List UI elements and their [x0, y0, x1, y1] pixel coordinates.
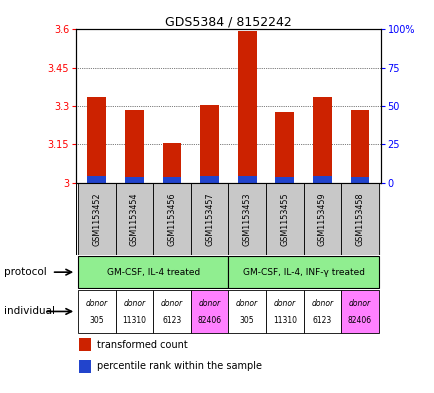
FancyBboxPatch shape	[303, 290, 340, 333]
Text: 6123: 6123	[162, 316, 181, 325]
Text: 11310: 11310	[272, 316, 296, 325]
Bar	[162, 143, 181, 183]
Bar	[79, 349, 80, 351]
Text: donor: donor	[311, 299, 332, 308]
FancyBboxPatch shape	[340, 290, 378, 333]
Bar	[87, 97, 106, 183]
Bar	[237, 176, 256, 183]
Bar	[200, 176, 218, 183]
Text: GSM1153452: GSM1153452	[92, 192, 101, 246]
Text: GSM1153458: GSM1153458	[355, 192, 364, 246]
Bar	[350, 177, 368, 183]
Text: GSM1153455: GSM1153455	[279, 192, 289, 246]
Text: donor: donor	[161, 299, 183, 308]
Text: 82406: 82406	[197, 316, 221, 325]
FancyBboxPatch shape	[265, 183, 303, 255]
Text: donor: donor	[236, 299, 258, 308]
FancyBboxPatch shape	[115, 290, 153, 333]
Text: GSM1153456: GSM1153456	[167, 192, 176, 246]
FancyBboxPatch shape	[191, 183, 228, 255]
Text: GSM1153454: GSM1153454	[130, 192, 138, 246]
FancyBboxPatch shape	[340, 183, 378, 255]
Text: GM-CSF, IL-4, INF-γ treated: GM-CSF, IL-4, INF-γ treated	[242, 268, 364, 277]
Bar	[79, 338, 91, 351]
FancyBboxPatch shape	[265, 290, 303, 333]
FancyBboxPatch shape	[228, 183, 265, 255]
FancyBboxPatch shape	[153, 183, 191, 255]
FancyBboxPatch shape	[78, 183, 115, 255]
Bar	[125, 177, 144, 183]
Title: GDS5384 / 8152242: GDS5384 / 8152242	[164, 15, 291, 28]
Text: donor: donor	[85, 299, 108, 308]
FancyBboxPatch shape	[115, 183, 153, 255]
Text: 6123: 6123	[312, 316, 331, 325]
Text: donor: donor	[273, 299, 295, 308]
Text: 305: 305	[89, 316, 104, 325]
Text: donor: donor	[348, 299, 370, 308]
Text: individual: individual	[4, 307, 55, 316]
Text: protocol: protocol	[4, 267, 47, 277]
Text: 82406: 82406	[347, 316, 371, 325]
Text: GSM1153459: GSM1153459	[317, 192, 326, 246]
FancyBboxPatch shape	[191, 290, 228, 333]
FancyBboxPatch shape	[78, 290, 115, 333]
Bar	[237, 31, 256, 183]
FancyBboxPatch shape	[303, 183, 340, 255]
Bar	[312, 176, 331, 183]
FancyBboxPatch shape	[153, 290, 191, 333]
FancyBboxPatch shape	[228, 290, 265, 333]
FancyBboxPatch shape	[78, 256, 228, 288]
Text: 11310: 11310	[122, 316, 146, 325]
Bar	[200, 105, 218, 183]
Bar	[79, 360, 91, 373]
Text: donor: donor	[198, 299, 220, 308]
Text: donor: donor	[123, 299, 145, 308]
Bar	[87, 176, 106, 183]
Text: GSM1153457: GSM1153457	[204, 192, 214, 246]
Text: transformed count: transformed count	[97, 340, 188, 350]
Text: GM-CSF, IL-4 treated: GM-CSF, IL-4 treated	[106, 268, 199, 277]
Bar	[125, 110, 144, 183]
FancyBboxPatch shape	[228, 256, 378, 288]
Text: percentile rank within the sample: percentile rank within the sample	[97, 362, 262, 371]
Bar	[275, 177, 293, 183]
Text: GSM1153453: GSM1153453	[242, 192, 251, 246]
Bar	[162, 177, 181, 183]
Bar	[275, 112, 293, 183]
Bar	[312, 97, 331, 183]
Text: 305: 305	[239, 316, 254, 325]
Bar	[350, 110, 368, 183]
